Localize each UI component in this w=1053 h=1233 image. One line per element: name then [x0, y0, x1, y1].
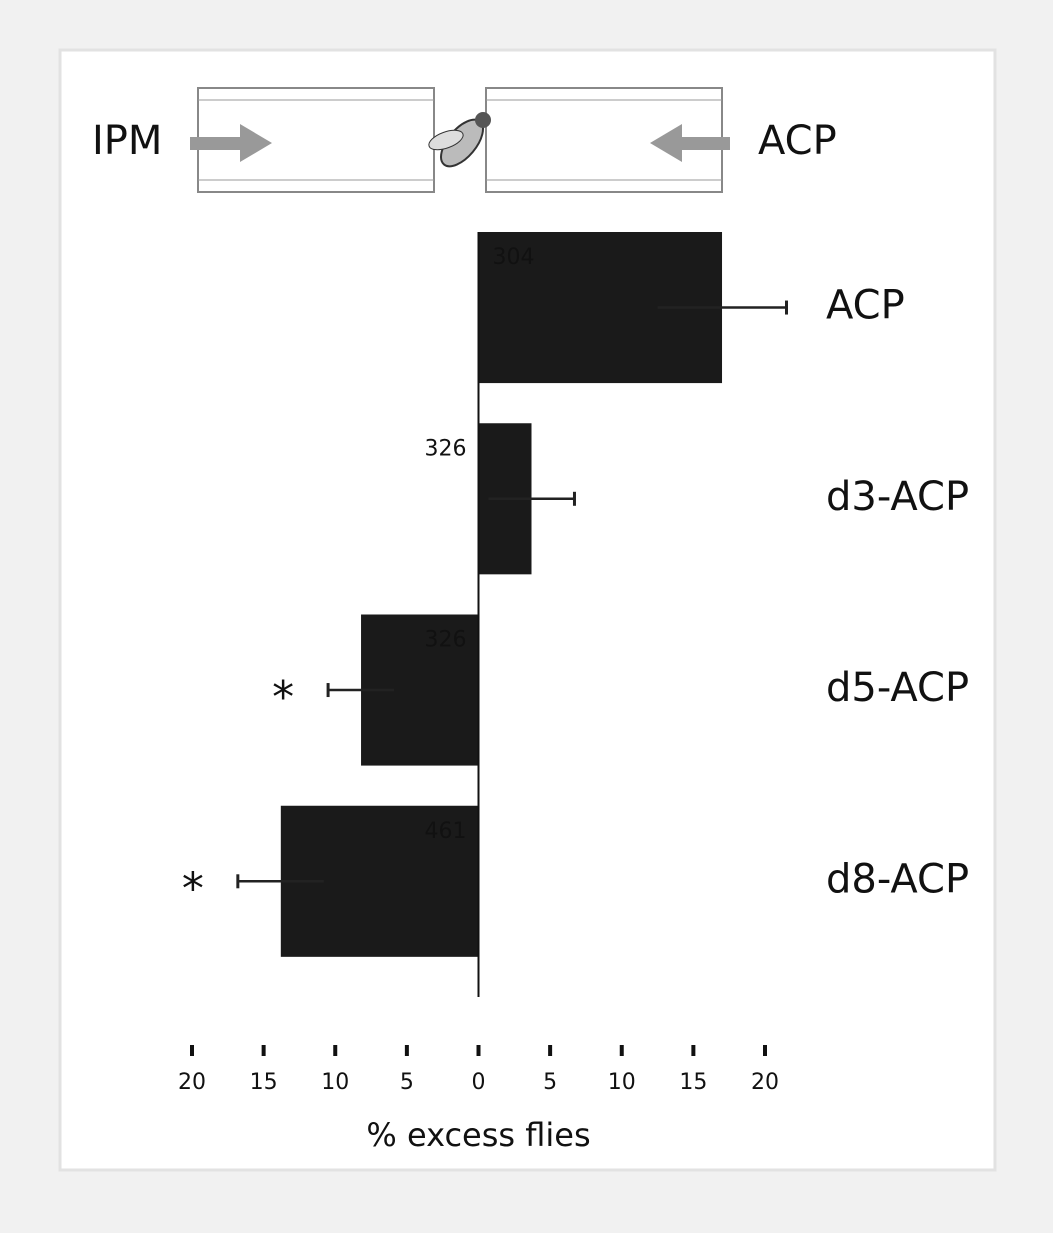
x-tick-label: 0	[472, 1070, 486, 1095]
n-label: 326	[425, 436, 467, 461]
n-label: 326	[425, 628, 467, 653]
panel	[58, 48, 997, 1172]
x-tick-label: 5	[543, 1070, 557, 1095]
diagram-right-label: ACP	[758, 118, 837, 164]
x-tick-label: 10	[608, 1070, 636, 1095]
significance-marker: *	[182, 863, 204, 914]
x-tick-label: 10	[321, 1070, 349, 1095]
diagram-left-label: IPM	[92, 118, 162, 164]
n-label: 461	[425, 819, 467, 844]
x-tick-label: 20	[178, 1070, 206, 1095]
category-label: d8-ACP	[826, 856, 969, 902]
significance-marker: *	[272, 672, 294, 723]
x-tick-label: 20	[751, 1070, 779, 1095]
category-label: d3-ACP	[826, 474, 969, 520]
x-axis-label: % excess flies	[366, 1116, 590, 1154]
x-tick-label: 5	[400, 1070, 414, 1095]
n-label: 304	[493, 245, 535, 270]
x-tick-label: 15	[679, 1070, 707, 1095]
category-label: d5-ACP	[826, 665, 969, 711]
x-tick-label: 15	[250, 1070, 278, 1095]
tube-diagram	[190, 87, 730, 193]
category-label: ACP	[826, 283, 905, 329]
